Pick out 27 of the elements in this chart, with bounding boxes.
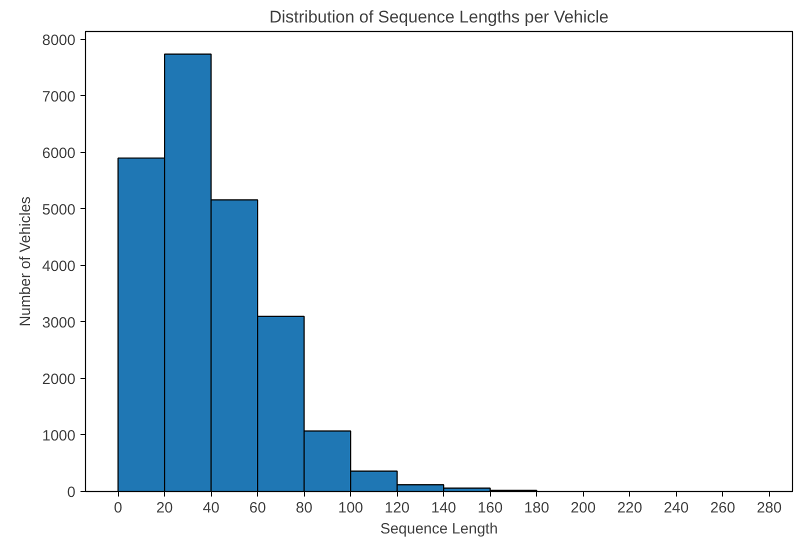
x-tick-label: 80: [296, 500, 312, 516]
x-tick-label: 160: [478, 500, 503, 516]
x-tick-label: 240: [664, 500, 689, 516]
y-tick-label: 2000: [42, 370, 76, 388]
x-tick-label: 120: [384, 500, 410, 516]
y-tick-label: 6000: [42, 144, 76, 162]
x-tick-label: 200: [570, 500, 596, 516]
y-tick-label: 4000: [42, 258, 76, 275]
x-tick-label: 40: [202, 500, 220, 516]
x-tick-label: 260: [710, 500, 736, 516]
x-tick-label: 180: [524, 500, 550, 516]
x-tick-label: 20: [156, 500, 173, 516]
x-tick-label: 0: [114, 500, 122, 516]
y-axis-title: Number of Vehicles: [17, 196, 34, 327]
y-tick-label: 8000: [42, 32, 76, 49]
chart-title: Distribution of Sequence Lengths per Vehicle: [269, 8, 609, 26]
x-tick-label: 280: [756, 500, 782, 516]
y-tick-label: 3000: [42, 314, 76, 332]
x-tick-label: 100: [338, 500, 364, 516]
y-tick-label: 1000: [42, 427, 76, 444]
x-axis-title: Sequence Length: [380, 520, 498, 538]
x-tick-label: 60: [249, 500, 266, 516]
x-tick-label: 140: [431, 500, 456, 516]
y-tick-label: 0: [67, 484, 76, 501]
x-tick-label: 220: [617, 500, 642, 516]
y-tick-label: 7000: [42, 88, 76, 106]
y-tick-label: 5000: [42, 201, 76, 218]
